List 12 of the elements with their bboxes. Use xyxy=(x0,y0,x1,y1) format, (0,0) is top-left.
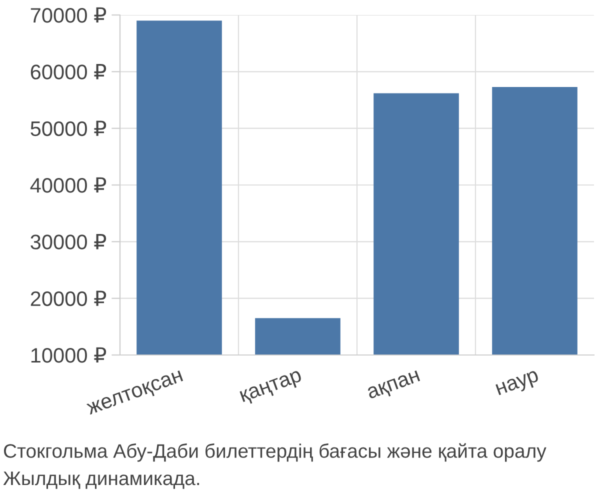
y-tick-label: 60000 ₽ xyxy=(30,64,106,80)
x-tick-label: ақпан xyxy=(366,370,422,403)
x-tick-label: қаңтар xyxy=(240,370,304,406)
y-tick-label: 20000 ₽ xyxy=(30,290,106,306)
y-tick-label: 40000 ₽ xyxy=(30,177,106,193)
y-tick-label: 30000 ₽ xyxy=(30,234,106,250)
y-tick-label: 50000 ₽ xyxy=(30,120,106,136)
x-tick-label: наур xyxy=(496,370,541,400)
y-tick-label: 70000 ₽ xyxy=(30,7,106,23)
y-tick-label: 10000 ₽ xyxy=(31,347,106,363)
text: Жылдық динамикада. xyxy=(3,472,200,489)
text: Стокгольма Абу-Даби билеттердің бағасы және қайта оралу xyxy=(4,443,546,462)
